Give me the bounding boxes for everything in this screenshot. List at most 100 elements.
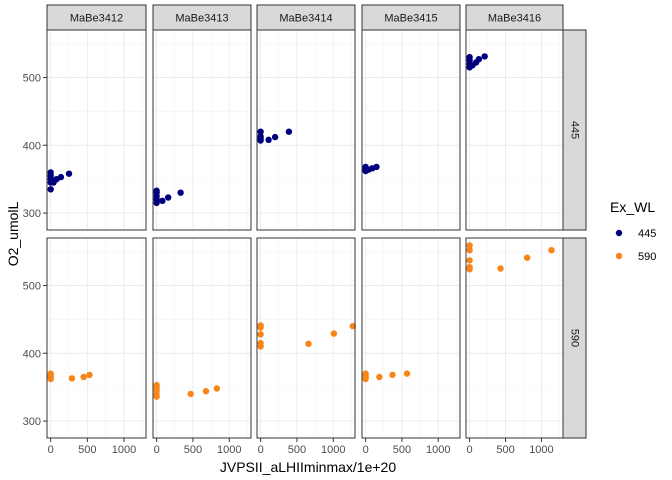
panel-MaBe3415-445	[361, 29, 461, 231]
strip-MaBe3412: MaBe3412	[46, 4, 147, 31]
x-tick-label: 500	[496, 444, 514, 456]
x-tick-label: 1000	[321, 444, 345, 456]
data-point	[466, 247, 473, 254]
strip-background	[256, 4, 356, 31]
legend-items: 445 590	[615, 228, 656, 263]
legend-key	[615, 229, 623, 237]
strip-row-590: 590	[562, 237, 587, 439]
x-tick-label: 1000	[529, 444, 553, 456]
panel-background	[466, 30, 563, 230]
data-point	[86, 371, 93, 379]
y-tick-label: 300	[23, 416, 41, 428]
x-tick-label: 1000	[217, 444, 241, 456]
panel-background	[47, 30, 146, 230]
strip-background	[46, 4, 147, 31]
panel-border	[256, 237, 356, 439]
data-point	[271, 133, 279, 141]
axes-layer: 0 500 1000 0 500 1000 0 500 1000 0 500 1000 0 500 1000…	[23, 72, 554, 456]
data-point	[330, 330, 338, 337]
x-tick-label: 500	[184, 444, 202, 456]
strip-background	[361, 4, 461, 31]
x-axis-title: JVPSII_aLHIIminmax/1e+20	[220, 459, 396, 475]
legend-label: 445	[638, 228, 656, 240]
data-point	[68, 375, 76, 382]
x-tick-label: 0	[467, 444, 473, 456]
data-point	[466, 53, 473, 61]
x-tick-label: 500	[393, 444, 411, 456]
strips-layer: MaBe3412 MaBe3413 MaBe3414 MaBe3415 MaBe3416…	[46, 4, 587, 439]
data-point	[376, 373, 383, 381]
strip-MaBe3415: MaBe3415	[361, 4, 461, 31]
legend-item-590: 590	[615, 251, 656, 263]
strip-label-col: MaBe3412	[70, 13, 123, 25]
x-tick-label: 1000	[112, 444, 136, 456]
y-tick-label: 500	[23, 72, 41, 84]
panel-MaBe3416-445	[465, 29, 564, 231]
strip-background	[562, 237, 587, 439]
x-tick-label: 0	[363, 444, 369, 456]
data-point	[153, 187, 160, 194]
x-tick-label: 0	[48, 444, 54, 456]
data-point	[475, 56, 483, 63]
panel-background	[362, 30, 460, 230]
data-point	[80, 373, 87, 381]
strip-MaBe3413: MaBe3413	[152, 4, 252, 31]
y-tick-label: 500	[23, 280, 41, 292]
x-tick-label: 500	[288, 444, 306, 456]
strip-label-col: MaBe3414	[279, 13, 332, 25]
panel-MaBe3413-590	[152, 237, 252, 439]
strip-label-row: 590	[569, 329, 581, 347]
data-point	[257, 322, 264, 329]
panel-MaBe3413-445	[152, 29, 252, 231]
panel-MaBe3416-590	[465, 237, 564, 439]
panel-border	[152, 237, 252, 439]
legend: Ex_WL 445 590	[610, 199, 656, 263]
panel-MaBe3414-590	[256, 237, 356, 439]
panel-background	[257, 30, 355, 230]
data-point	[481, 53, 488, 60]
strip-background	[562, 29, 587, 231]
data-point	[213, 385, 221, 392]
data-point	[47, 169, 54, 176]
data-point	[497, 265, 504, 272]
strip-MaBe3416: MaBe3416	[465, 4, 564, 31]
data-point	[257, 331, 264, 338]
data-point	[362, 370, 369, 377]
data-point	[257, 128, 264, 135]
strip-background	[465, 4, 564, 31]
x-tick-label: 500	[78, 444, 96, 456]
panel-background	[47, 238, 146, 438]
data-point	[466, 264, 473, 271]
data-point	[389, 371, 396, 379]
y-tick-label: 400	[23, 140, 41, 152]
legend-item-445: 445	[615, 228, 656, 240]
data-point	[202, 388, 210, 395]
panel-border	[46, 237, 147, 439]
data-point	[159, 197, 166, 204]
data-point	[285, 128, 293, 135]
panel-MaBe3412-590	[46, 237, 147, 439]
data-point	[548, 247, 555, 254]
data-point	[187, 390, 194, 398]
strip-label-col: MaBe3416	[488, 13, 541, 25]
y-tick-label: 300	[23, 208, 41, 220]
data-point	[57, 173, 65, 181]
y-tick-label: 400	[23, 348, 41, 360]
data-point	[373, 163, 380, 171]
panel-MaBe3412-445	[46, 29, 147, 231]
data-point	[349, 322, 356, 330]
x-tick-label: 1000	[426, 444, 450, 456]
panel-border	[361, 237, 461, 439]
data-point	[305, 340, 312, 347]
panel-background	[362, 238, 460, 438]
data-point	[257, 339, 264, 347]
strip-label-row: 445	[569, 121, 581, 139]
data-point	[65, 170, 73, 177]
panel-background	[153, 238, 251, 438]
data-point	[47, 186, 54, 193]
y-axis-title: O2_umolL	[5, 201, 21, 266]
data-point	[257, 133, 264, 140]
strip-MaBe3414: MaBe3414	[256, 4, 356, 31]
data-point	[466, 257, 473, 264]
